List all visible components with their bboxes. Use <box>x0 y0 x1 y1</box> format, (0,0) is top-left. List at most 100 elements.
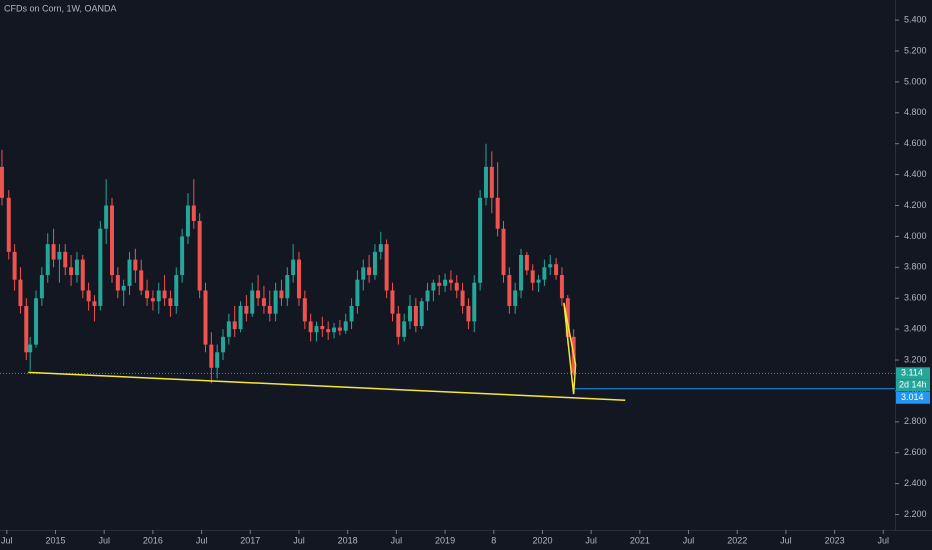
x-tick-label: Jul <box>878 535 890 545</box>
x-tick-label: 2021 <box>630 535 650 545</box>
chart-title: CFDs on Corn, 1W, OANDA <box>4 3 117 13</box>
y-tick-label: 3.400 <box>904 324 927 334</box>
pattern-drawing <box>563 302 577 395</box>
candle-body <box>250 290 255 314</box>
candle-body <box>74 259 79 276</box>
x-tick-label: 8 <box>491 535 496 545</box>
y-tick-label: 3.600 <box>904 293 927 303</box>
candle-body <box>133 259 138 271</box>
candle-body <box>69 267 74 276</box>
y-tick-label: 4.000 <box>904 231 927 241</box>
candle-body <box>413 305 418 327</box>
candle-body <box>384 244 389 291</box>
candle-body <box>443 279 448 286</box>
candle-body <box>419 301 424 327</box>
candle-body <box>349 305 354 322</box>
candle-body <box>548 264 553 268</box>
candle-body <box>402 321 407 337</box>
x-tick-label: Jul <box>293 535 305 545</box>
x-tick-label: 2015 <box>45 535 65 545</box>
y-tick-label: 2.200 <box>904 509 927 519</box>
x-tick-label: Jul <box>391 535 403 545</box>
candle-body <box>425 290 430 302</box>
candle-body <box>507 275 512 306</box>
candle-body <box>332 327 337 333</box>
candle-body <box>18 279 23 306</box>
candle-body <box>244 305 249 314</box>
candle-body <box>191 205 196 221</box>
y-tick-label: 5.000 <box>904 76 927 86</box>
y-tick-label: 2.800 <box>904 416 927 426</box>
alert-tag <box>896 391 930 404</box>
candle-body <box>139 270 144 291</box>
candle-body <box>431 282 436 291</box>
candle-body <box>296 259 301 299</box>
x-tick-label: 2022 <box>727 535 747 545</box>
trendline <box>28 371 626 401</box>
candle-body <box>109 205 114 276</box>
candle-body <box>320 326 325 330</box>
candle-body <box>226 321 231 337</box>
candle-body <box>185 205 190 237</box>
candle-body <box>454 282 459 291</box>
countdown-label: 2d 14h <box>899 380 927 390</box>
candle-body <box>408 305 413 322</box>
candle-body <box>372 251 377 276</box>
candle-body <box>197 220 202 291</box>
candle-body <box>203 290 208 345</box>
candle-body <box>256 290 261 299</box>
candle-body <box>337 327 342 331</box>
candle-body <box>291 259 296 276</box>
candle-body <box>472 282 477 322</box>
candle-body <box>145 290 150 299</box>
candle-body <box>180 236 185 276</box>
candle-body <box>554 264 559 276</box>
candle-body <box>121 285 126 291</box>
candle-body <box>221 336 226 353</box>
candle-body <box>0 166 4 198</box>
candle-body <box>115 275 120 291</box>
y-tick-label: 2.400 <box>904 478 927 488</box>
candle-body <box>92 301 97 306</box>
candle-body <box>524 254 529 271</box>
candle-body <box>437 282 442 286</box>
x-tick-label: 2018 <box>338 535 358 545</box>
candle-body <box>104 205 109 229</box>
x-tick-label: 2019 <box>435 535 455 545</box>
candle-body <box>57 251 62 260</box>
y-tick-label: 5.200 <box>904 45 927 55</box>
last-price-tag <box>896 367 930 380</box>
candle-body <box>559 275 564 299</box>
candle-body <box>86 290 91 302</box>
y-tick-label: 2.600 <box>904 447 927 457</box>
candle-body <box>343 321 348 331</box>
y-tick-label: 4.200 <box>904 200 927 210</box>
candle-body <box>232 321 237 330</box>
candle-body <box>565 298 570 337</box>
candle-body <box>448 279 453 283</box>
x-tick-label: Jul <box>683 535 695 545</box>
candle-body <box>478 197 483 283</box>
y-tick-label: 3.200 <box>904 354 927 364</box>
candle-body <box>209 344 214 368</box>
y-tick-label: 4.400 <box>904 169 927 179</box>
candle-body <box>326 329 331 333</box>
candle-body <box>396 313 401 337</box>
candle-body <box>215 352 220 368</box>
candle-body <box>34 298 39 345</box>
candle-body <box>238 305 243 330</box>
x-tick-label: 2016 <box>143 535 163 545</box>
candle-body <box>261 298 266 306</box>
candle-body <box>308 321 313 333</box>
candle-body <box>39 275 44 299</box>
candle-body <box>12 251 17 280</box>
alert-label: 3.014 <box>901 392 924 402</box>
x-tick-label: 2017 <box>240 535 260 545</box>
candle-body <box>168 298 173 306</box>
x-tick-label: 2020 <box>532 535 552 545</box>
last-price-label: 3.114 <box>901 368 923 378</box>
candle-body <box>80 259 85 291</box>
